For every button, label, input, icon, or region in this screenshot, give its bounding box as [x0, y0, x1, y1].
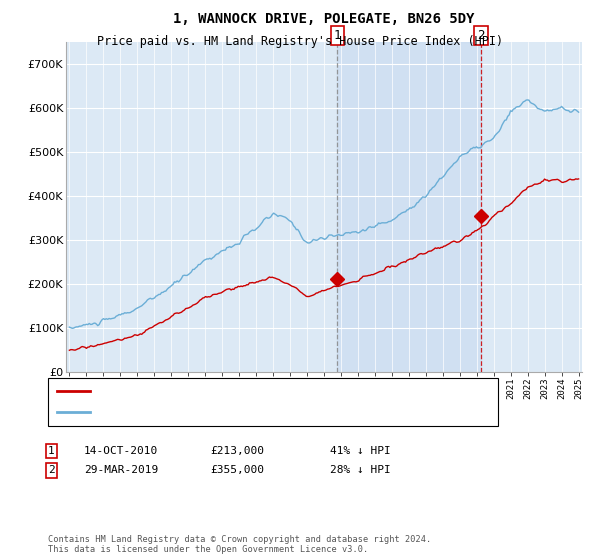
Title: 1, WANNOCK DRIVE, POLEGATE, BN26 5DY: 1, WANNOCK DRIVE, POLEGATE, BN26 5DY [173, 12, 475, 26]
Text: 28% ↓ HPI: 28% ↓ HPI [330, 465, 391, 475]
Text: 1: 1 [48, 446, 55, 456]
Text: 29-MAR-2019: 29-MAR-2019 [84, 465, 158, 475]
Text: £355,000: £355,000 [210, 465, 264, 475]
Text: £213,000: £213,000 [210, 446, 264, 456]
Text: 2: 2 [48, 465, 55, 475]
Text: 14-OCT-2010: 14-OCT-2010 [84, 446, 158, 456]
Bar [337, 42, 481, 372]
Text: 1: 1 [334, 29, 341, 42]
Text: 41% ↓ HPI: 41% ↓ HPI [330, 446, 391, 456]
Text: Contains HM Land Registry data © Crown copyright and database right 2024.
This d: Contains HM Land Registry data © Crown c… [48, 535, 431, 554]
Text: Price paid vs. HM Land Registry's House Price Index (HPI): Price paid vs. HM Land Registry's House … [97, 35, 503, 48]
Text: 1, WANNOCK DRIVE, POLEGATE, BN26 5DY (detached house): 1, WANNOCK DRIVE, POLEGATE, BN26 5DY (de… [96, 386, 407, 396]
Text: 2: 2 [477, 29, 485, 42]
Text: HPI: Average price, detached house, Wealden: HPI: Average price, detached house, Weal… [96, 407, 349, 417]
